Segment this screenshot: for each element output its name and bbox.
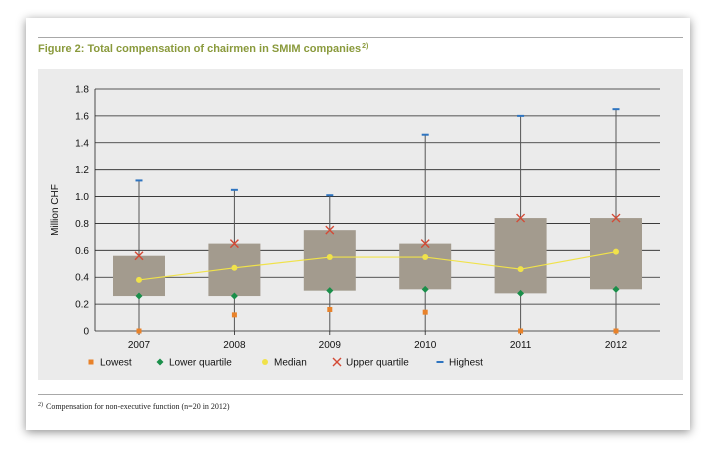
x-tick-label: 2011: [510, 340, 532, 351]
y-tick-label: 1.6: [75, 111, 89, 122]
lower-quartile-marker: [326, 287, 334, 295]
median-marker: [231, 264, 238, 271]
upper-quartile-stroke: [420, 239, 430, 249]
x-tick-label: 2012: [605, 340, 628, 351]
top-divider: [38, 37, 683, 38]
upper-quartile-marker: [134, 251, 144, 261]
x-tick-label: 2009: [319, 340, 342, 351]
median-marker: [422, 254, 429, 261]
lower-quartile-marker: [421, 285, 429, 293]
legend-label: Upper quartile: [346, 358, 409, 369]
median-marker: [517, 266, 524, 273]
lower-quartile-marker: [612, 285, 620, 293]
upper-quartile-stroke: [229, 239, 239, 249]
box: [494, 218, 547, 294]
y-tick-label: 0.4: [75, 273, 89, 284]
y-tick-label: 1.8: [75, 85, 89, 96]
legend-label: Median: [274, 358, 307, 369]
lower-quartile-marker: [517, 289, 525, 297]
lowest-marker: [327, 306, 333, 312]
median-marker: [613, 248, 619, 255]
upper-quartile-marker: [229, 239, 239, 249]
lowest-marker: [136, 328, 142, 334]
plot-background: [38, 69, 683, 380]
x-tick-label: 2007: [128, 340, 151, 351]
box: [303, 230, 356, 291]
median-marker: [136, 276, 142, 283]
figure-title-note: 2): [362, 43, 369, 50]
legend-lower-quartile-symbol: [156, 358, 164, 366]
median-marker: [326, 254, 333, 261]
upper-quartile-marker: [516, 213, 526, 223]
footnote: 2) Compensation for non-executive functio…: [38, 402, 230, 411]
footnote-divider: [38, 394, 683, 395]
figure-title: Figure 2: Total compensation of chairmen…: [38, 43, 368, 55]
upper-quartile-marker: [325, 225, 335, 235]
legend-lowest-symbol: [88, 359, 94, 365]
figure-title-text: Figure 2: Total compensation of chairmen…: [38, 43, 362, 55]
y-tick-label: 0.6: [75, 246, 89, 257]
y-tick-label: 1.4: [75, 138, 89, 149]
legend-label: Lower quartile: [169, 358, 232, 369]
upper-quartile-stroke: [325, 225, 335, 235]
box: [113, 255, 165, 297]
legend-upper-quartile-stroke: [332, 357, 342, 367]
upper-quartile-stroke: [516, 213, 526, 223]
upper-quartile-marker: [611, 213, 621, 223]
y-axis-label: Million CHF: [50, 184, 61, 236]
footnote-marker: 2): [38, 402, 43, 408]
x-tick-label: 2010: [414, 340, 437, 351]
median-line: [138, 251, 617, 281]
x-tick-label: 2008: [223, 340, 246, 351]
legend-median-symbol: [262, 359, 268, 365]
legend-label: Lowest: [100, 358, 132, 369]
y-tick-label: 0.8: [75, 219, 89, 230]
lower-quartile-marker: [230, 292, 238, 300]
lowest-marker: [422, 309, 428, 315]
y-tick-label: 1.2: [75, 165, 89, 176]
box: [399, 243, 452, 290]
y-tick-label: 1.0: [75, 192, 89, 203]
footnote-text: Compensation for non-executive function …: [46, 402, 230, 411]
y-tick-label: 0: [83, 327, 89, 338]
legend-label: Highest: [449, 358, 483, 369]
lowest-marker: [231, 312, 237, 318]
upper-quartile-marker: [420, 239, 430, 249]
lower-quartile-marker: [135, 292, 143, 300]
lowest-marker: [613, 328, 619, 334]
y-tick-label: 0.2: [75, 300, 89, 311]
lowest-marker: [518, 328, 524, 334]
upper-quartile-stroke: [611, 213, 621, 223]
legend-upper-quartile-symbol: [332, 357, 342, 367]
upper-quartile-stroke: [134, 251, 144, 261]
